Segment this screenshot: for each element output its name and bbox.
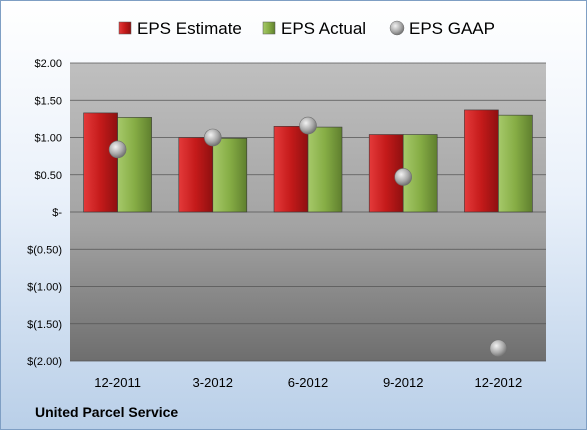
legend-label: EPS Actual	[281, 19, 366, 38]
gaap-marker	[108, 140, 127, 159]
gaap-marker	[489, 339, 508, 358]
x-tick-label: 12-2012	[475, 375, 523, 390]
y-axis: $2.00 $1.50 $1.00 $0.50 $- $(0.50) $(1.00) $(1.…	[27, 58, 62, 368]
estimate-bar	[273, 126, 309, 213]
actual-bar	[117, 117, 152, 213]
legend-swatch	[389, 20, 405, 36]
estimate-bar	[178, 137, 214, 213]
gaap-markers	[108, 116, 508, 358]
actual-bar	[212, 137, 248, 213]
x-tick-label: 9-2012	[383, 375, 423, 390]
gaap-marker	[204, 128, 222, 147]
y-tick-label: $1.50	[34, 95, 62, 107]
gaap-marker	[394, 168, 413, 186]
y-tick-label: $(1.50)	[27, 319, 62, 331]
company-name: United Parcel Service	[35, 404, 178, 420]
y-tick-label: $(0.50)	[27, 244, 62, 256]
bars	[83, 109, 533, 213]
legend-swatch	[262, 21, 276, 35]
x-tick-label: 6-2012	[288, 375, 328, 390]
y-tick-label: $(2.00)	[27, 356, 62, 368]
x-tick-label: 3-2012	[193, 375, 233, 390]
x-axis: 12-2011 3-2012 6-2012 9-2012 12-2012	[94, 375, 522, 390]
y-tick-label: $1.00	[34, 133, 62, 145]
y-tick-label: $2.00	[34, 58, 62, 70]
legend-label: EPS Estimate	[137, 19, 242, 38]
x-tick-label: 12-2011	[94, 375, 141, 390]
gaap-marker	[299, 116, 317, 135]
y-tick-label: $(1.00)	[27, 282, 62, 294]
legend: EPS Estimate EPS Actual EPS GAAP	[118, 19, 495, 38]
estimate-bar	[83, 112, 118, 213]
y-tick-label: $-	[52, 207, 62, 219]
actual-bar	[307, 126, 343, 213]
legend-label: EPS GAAP	[409, 19, 495, 38]
y-tick-label: $0.50	[34, 170, 62, 182]
legend-swatch	[118, 21, 132, 35]
estimate-bar	[464, 109, 499, 213]
actual-bar	[498, 114, 533, 213]
